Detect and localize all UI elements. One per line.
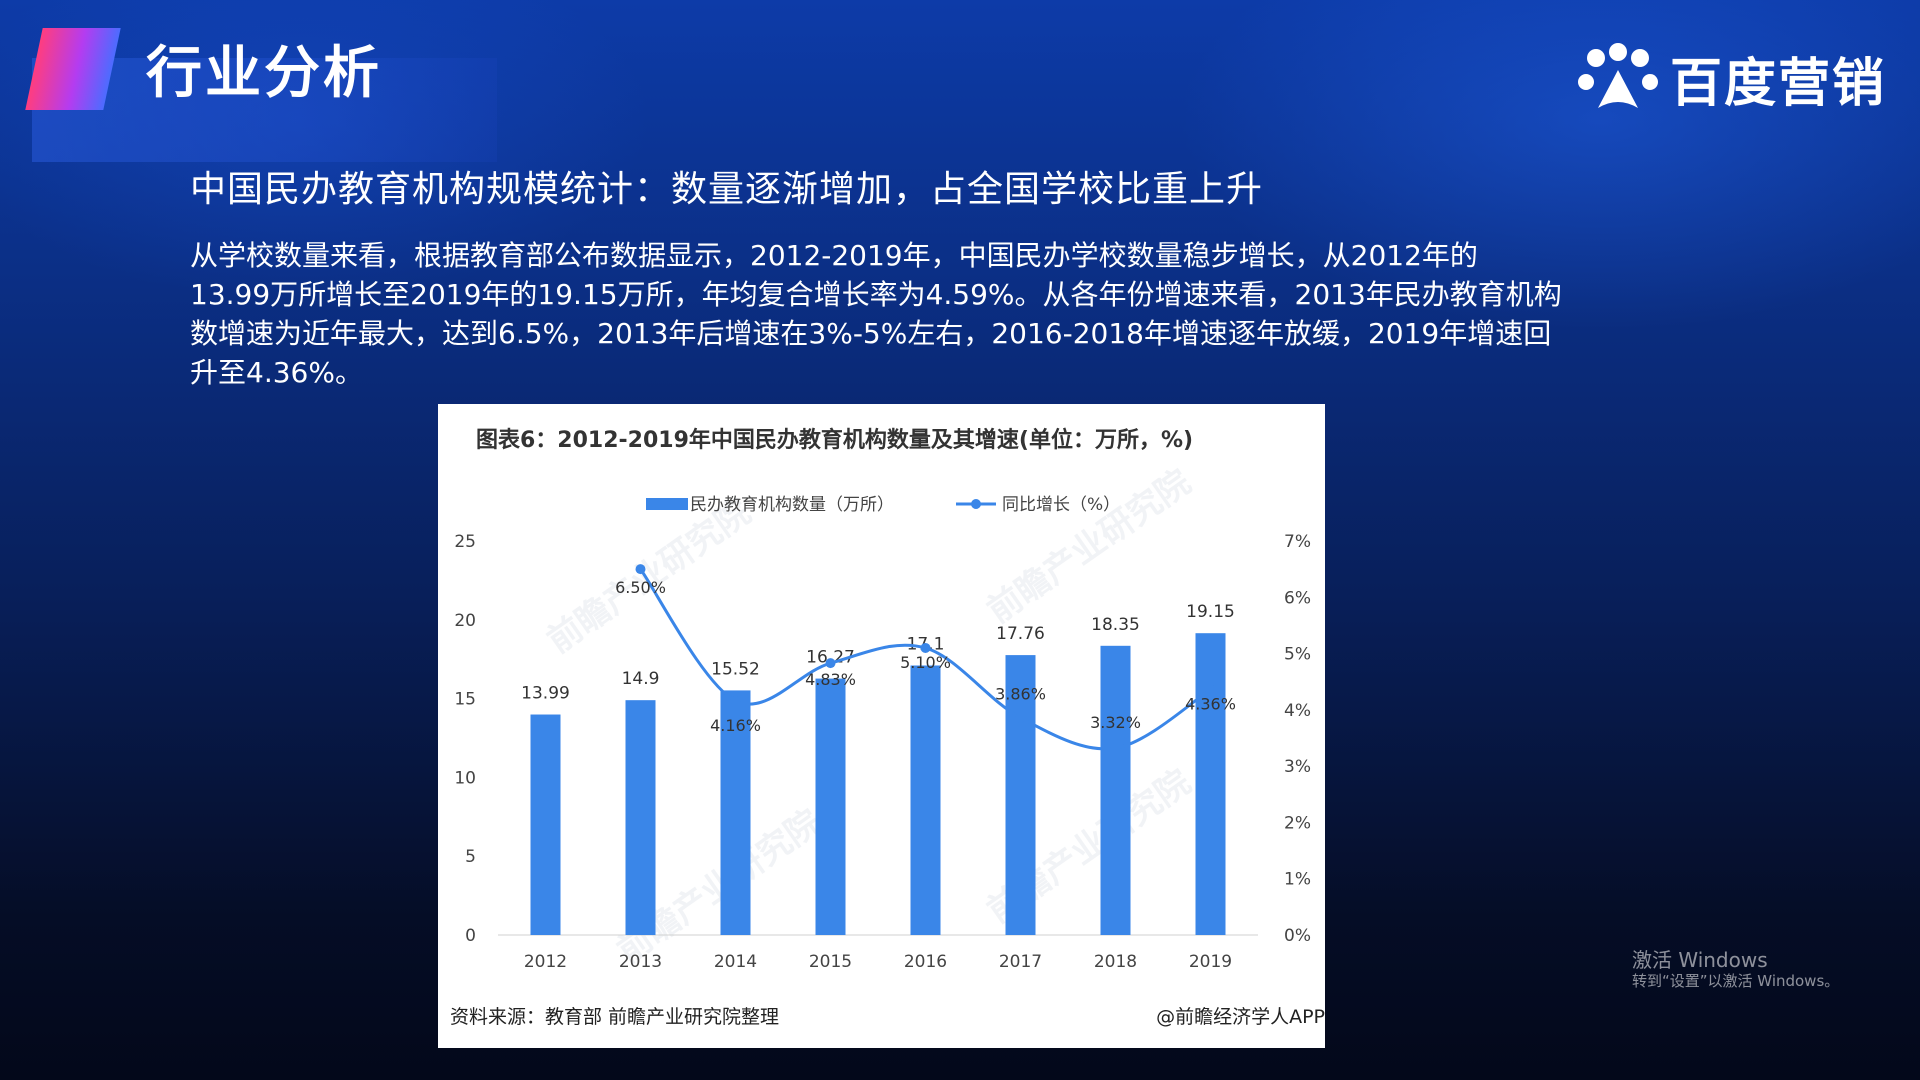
watermark-text: 前瞻产业研究院 (540, 492, 758, 661)
x-axis-tick: 2012 (524, 952, 567, 972)
chart-card: 图表6：2012-2019年中国民办教育机构数量及其增速(单位：万所，%) 前瞻… (438, 404, 1325, 1048)
left-axis-tick: 25 (454, 532, 476, 552)
bar (530, 714, 561, 935)
growth-label: 6.50% (615, 578, 666, 597)
paragraph-line: 从学校数量来看，根据教育部公布数据显示，2012-2019年，中国民办学校数量稳… (190, 239, 1478, 272)
left-axis-tick: 20 (454, 611, 476, 631)
left-axis-tick: 10 (454, 768, 476, 788)
left-axis-tick: 0 (465, 926, 476, 946)
brand-name: 百度营销 (1670, 53, 1887, 114)
bar-value-label: 16.27 (806, 648, 855, 668)
left-axis-tick: 15 (454, 690, 476, 710)
growth-point (730, 695, 741, 706)
page-heading: 中国民办教育机构规模统计：数量逐渐增加，占全国学校比重上升 (190, 169, 1264, 210)
legend-line-marker (971, 499, 981, 509)
baidu-paw-icon (1578, 43, 1658, 108)
x-axis-tick: 2013 (619, 952, 662, 972)
bar (1005, 655, 1036, 935)
growth-label: 4.16% (710, 716, 761, 735)
legend-bar-swatch (646, 498, 688, 510)
growth-label: 3.32% (1090, 713, 1141, 732)
growth-point (635, 564, 646, 575)
bar (815, 678, 846, 935)
growth-label: 4.36% (1185, 695, 1236, 714)
bar-value-label: 18.35 (1091, 615, 1140, 635)
bar-value-label: 19.15 (1186, 602, 1235, 622)
right-axis-tick: 7% (1284, 532, 1311, 552)
paragraph-line: 数增速为近年最大，达到6.5%，2013年后增速在3%-5%左右，2016-20… (190, 317, 1552, 350)
growth-point (1015, 712, 1026, 723)
brand-logo: 百度营销 (1578, 38, 1886, 118)
x-axis-tick: 2019 (1189, 952, 1232, 972)
bar (625, 700, 656, 935)
growth-point (1205, 684, 1216, 695)
right-axis-tick: 5% (1284, 645, 1311, 665)
watermark-text: 前瞻产业研究院 (980, 462, 1198, 631)
x-axis-tick: 2016 (904, 952, 947, 972)
bar-value-label: 13.99 (521, 684, 570, 704)
summary-paragraph: 从学校数量来看，根据教育部公布数据显示，2012-2019年，中国民办学校数量稳… (190, 236, 1670, 392)
chart-title: 图表6：2012-2019年中国民办教育机构数量及其增速(单位：万所，%) (476, 428, 1194, 453)
right-axis-tick: 1% (1284, 870, 1311, 890)
chart-source: 资料来源：教育部 前瞻产业研究院整理 (450, 1006, 780, 1028)
growth-label: 4.83% (805, 670, 856, 689)
x-axis-tick: 2017 (999, 952, 1042, 972)
legend-bar-label: 民办教育机构数量（万所） (690, 495, 894, 515)
left-axis-tick: 5 (465, 847, 476, 867)
windows-activation-title: 激活 Windows (1632, 948, 1768, 972)
bar (910, 665, 941, 935)
growth-label: 3.86% (995, 685, 1046, 704)
x-axis-tick: 2014 (714, 952, 757, 972)
right-axis-tick: 4% (1284, 701, 1311, 721)
chart-credit: @前瞻经济学人APP (1156, 1006, 1325, 1028)
bar (720, 690, 751, 935)
section-title: 行业分析 (146, 41, 382, 106)
bar (1195, 633, 1226, 935)
growth-point (825, 658, 836, 669)
x-axis-tick: 2015 (809, 952, 852, 972)
right-axis-tick: 2% (1284, 813, 1311, 833)
bar-value-label: 17.76 (996, 624, 1045, 644)
legend-line-label: 同比增长（%） (1002, 495, 1120, 515)
paragraph-line: 13.99万所增长至2019年的19.15万所，年均复合增长率为4.59%。从各… (190, 278, 1562, 311)
windows-activation-hint: 转到“设置”以激活 Windows。 (1632, 972, 1840, 990)
right-axis-tick: 3% (1284, 757, 1311, 777)
growth-point (1110, 743, 1121, 754)
x-axis-tick: 2018 (1094, 952, 1137, 972)
bar-value-label: 14.9 (622, 669, 660, 689)
bar-value-label: 15.52 (711, 659, 760, 679)
bar (1100, 645, 1131, 935)
paragraph-line: 升至4.36%。 (190, 356, 363, 389)
right-axis-tick: 0% (1284, 926, 1311, 946)
growth-point (920, 642, 931, 653)
right-axis-tick: 6% (1284, 588, 1311, 608)
growth-label: 5.10% (900, 653, 951, 672)
